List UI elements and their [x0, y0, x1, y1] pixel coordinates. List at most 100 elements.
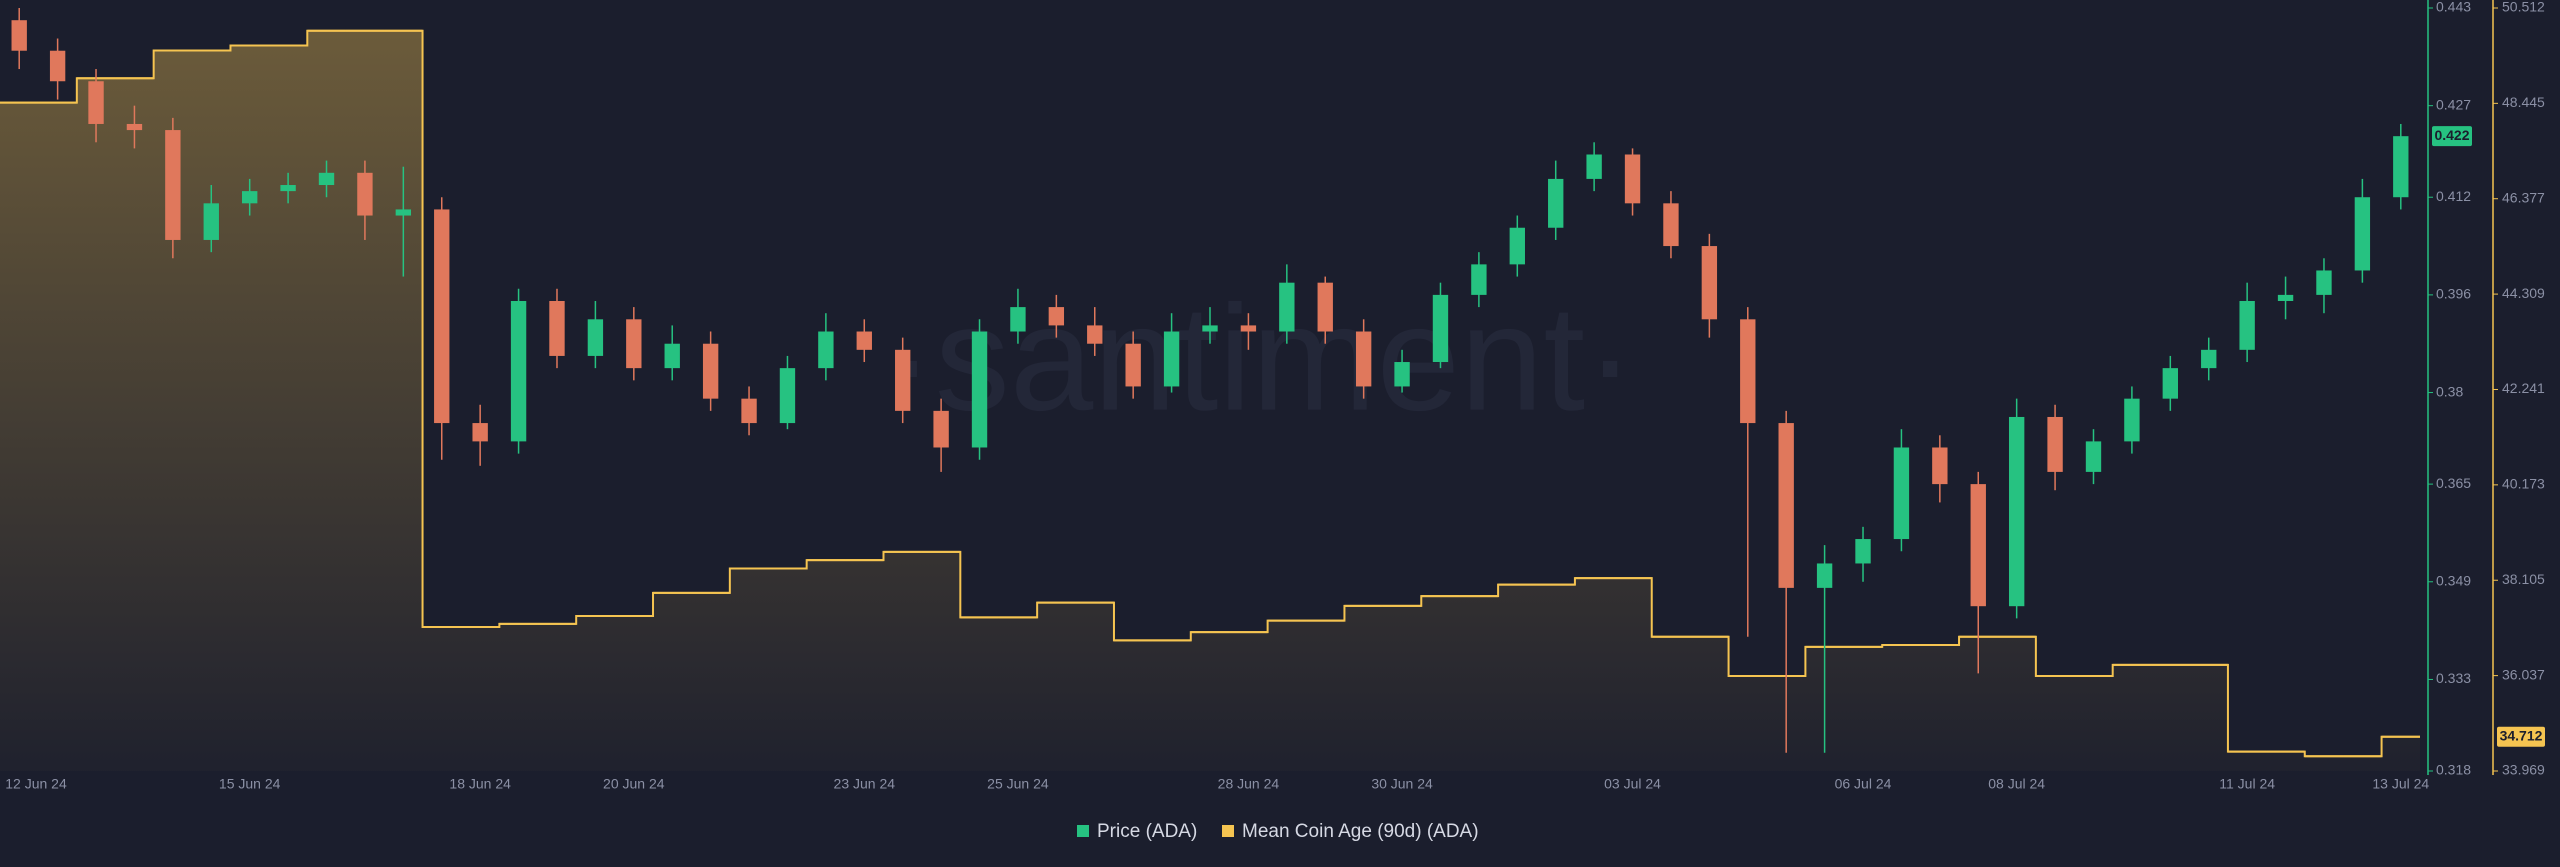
candle-body: [1778, 423, 1794, 588]
candle-body: [2239, 300, 2255, 350]
y2-tick-label: 40.173: [2502, 476, 2545, 492]
y-tick-label: 0.318: [2436, 762, 2471, 778]
candle-body: [971, 331, 988, 448]
candle-body: [1240, 325, 1257, 332]
x-tick-label: 18 Jun 24: [449, 776, 511, 792]
candle-body: [1855, 539, 1871, 564]
candle-body: [2047, 416, 2063, 472]
candle-body: [2201, 349, 2217, 369]
candle-body: [1893, 447, 1910, 540]
candle-body: [472, 423, 488, 442]
candle-body: [1317, 282, 1333, 332]
candle-body: [165, 130, 181, 240]
value-badge-label: 34.712: [2500, 727, 2543, 743]
y2-tick-label: 36.037: [2502, 666, 2545, 682]
candle-body: [1202, 325, 1218, 332]
y-tick-label: 0.333: [2436, 670, 2471, 686]
candle-body: [357, 172, 373, 216]
candle-body: [280, 185, 296, 192]
candle-body: [2354, 197, 2371, 271]
watermark: ·santiment·: [885, 274, 1635, 442]
candle-body: [1087, 325, 1103, 344]
candle-body: [1163, 331, 1180, 387]
x-tick-label: 06 Jul 24: [1835, 776, 1892, 792]
candle-body: [1394, 362, 1410, 387]
area-fill: [0, 30, 2420, 771]
candle-body: [549, 300, 565, 356]
y-tick-label: 0.349: [2436, 572, 2471, 588]
legend[interactable]: Price (ADA) Mean Coin Age (90d) (ADA): [1077, 821, 1479, 842]
x-tick-label: 12 Jun 24: [5, 776, 67, 792]
y2-tick-label: 46.377: [2502, 189, 2545, 205]
candle-body: [434, 209, 450, 424]
x-tick-label: 08 Jul 24: [1988, 776, 2045, 792]
candle-body: [1932, 447, 1948, 485]
x-tick-label: 28 Jun 24: [1218, 776, 1280, 792]
legend-label[interactable]: Price (ADA): [1097, 821, 1197, 842]
x-tick-label: 11 Jul 24: [2219, 776, 2275, 792]
candle-body: [203, 203, 219, 240]
candle-body: [1355, 331, 1372, 387]
candle-body: [395, 209, 412, 216]
candle-body: [2008, 416, 2025, 607]
candle-body: [779, 368, 796, 424]
candle-body: [1624, 154, 1641, 204]
candle-body: [1509, 227, 1525, 265]
y-tick-label: 0.412: [2436, 188, 2471, 204]
candle-body: [664, 343, 680, 369]
value-badge: [2432, 126, 2472, 147]
candle-body: [741, 398, 757, 424]
candle-body: [818, 331, 834, 369]
candle-body: [1279, 282, 1295, 332]
candle-body: [2162, 368, 2178, 399]
candle-body: [2277, 294, 2294, 301]
candle-body: [702, 343, 719, 399]
x-tick-label: 15 Jun 24: [219, 776, 281, 792]
candle-body: [126, 123, 143, 131]
y-tick-label: 0.427: [2436, 96, 2471, 112]
legend-label[interactable]: Mean Coin Age (90d) (ADA): [1242, 821, 1479, 842]
candle-body: [1548, 178, 1564, 228]
candle-body: [626, 319, 642, 369]
candle-body: [1663, 203, 1679, 247]
candle-body: [49, 50, 66, 82]
legend-swatch[interactable]: [1222, 825, 1234, 837]
legend-swatch[interactable]: [1077, 825, 1089, 837]
x-tick-label: 23 Jun 24: [834, 776, 896, 792]
candle-body: [510, 300, 527, 442]
candle-body: [2085, 441, 2102, 472]
y2-tick-label: 48.445: [2502, 94, 2545, 110]
y-tick-label: 0.365: [2436, 475, 2471, 491]
candle-body: [895, 349, 911, 411]
value-badge-label: 0.422: [2434, 127, 2469, 143]
candle-body: [242, 191, 258, 204]
x-tick-label: 30 Jun 24: [1371, 776, 1433, 792]
y-tick-label: 0.443: [2436, 0, 2471, 15]
y2-tick-label: 50.512: [2502, 0, 2545, 15]
y2-tick-label: 44.309: [2502, 285, 2545, 301]
y2-tick-label: 38.105: [2502, 571, 2545, 587]
value-badge: [2497, 726, 2545, 747]
candle-body: [1701, 246, 1718, 320]
candle-body: [1740, 319, 1756, 424]
candle-body: [1970, 484, 1986, 607]
candle-body: [1125, 343, 1141, 387]
candle-body: [1048, 307, 1065, 326]
y-tick-label: 0.396: [2436, 286, 2471, 302]
candle-body: [933, 410, 949, 448]
x-tick-label: 20 Jun 24: [603, 776, 665, 792]
x-tick-label: 25 Jun 24: [987, 776, 1049, 792]
candle-body: [587, 319, 604, 356]
candle-body: [2316, 270, 2332, 295]
candle-body: [856, 331, 872, 350]
candle-body: [1586, 154, 1602, 179]
candle-body: [2124, 398, 2140, 442]
candle-body: [318, 172, 335, 186]
y2-tick-label: 33.969: [2502, 762, 2545, 778]
x-tick-label: 03 Jul 24: [1604, 776, 1661, 792]
candle-body: [1816, 563, 1833, 588]
candle-body: [2393, 136, 2409, 198]
candle-body: [1010, 307, 1026, 332]
candle-body: [11, 20, 27, 51]
